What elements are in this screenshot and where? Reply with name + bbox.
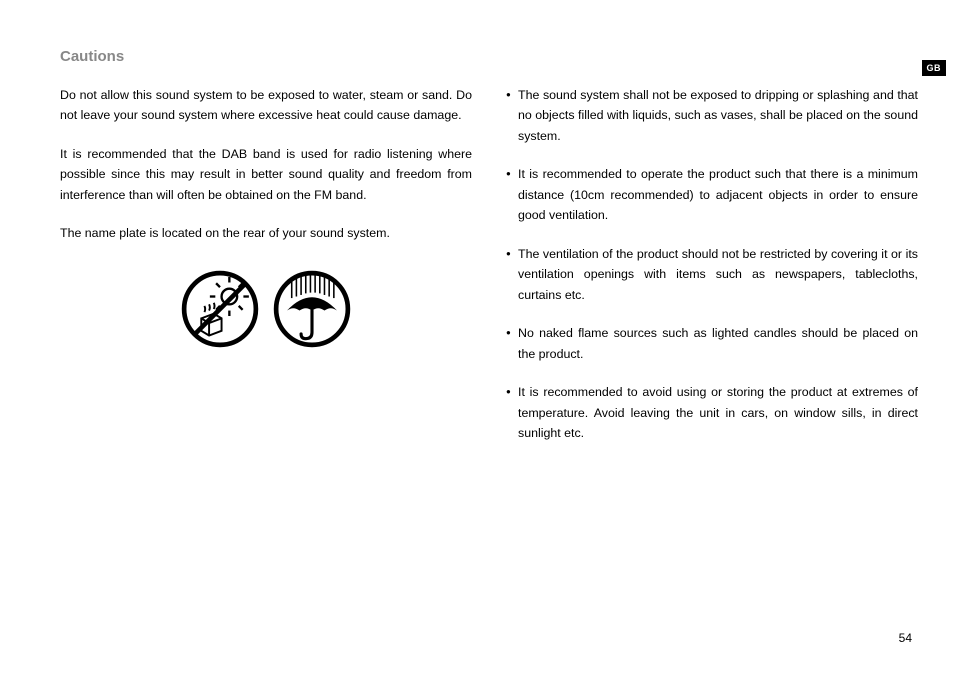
bullet-list: The sound system shall not be exposed to… xyxy=(506,85,918,444)
bullet-item: It is recommended to operate the product… xyxy=(506,164,918,225)
page-number: 54 xyxy=(899,631,912,645)
bullet-item: No naked flame sources such as lighted c… xyxy=(506,323,918,364)
paragraph: It is recommended that the DAB band is u… xyxy=(60,144,472,205)
caution-icons xyxy=(60,270,472,348)
language-tab-gb: GB xyxy=(922,60,947,76)
bullet-item: The sound system shall not be exposed to… xyxy=(506,85,918,146)
bullet-item: It is recommended to avoid using or stor… xyxy=(506,382,918,443)
page-heading: Cautions xyxy=(60,48,918,65)
paragraph: The name plate is located on the rear of… xyxy=(60,223,472,243)
bullet-item: The ventilation of the product should no… xyxy=(506,244,918,305)
paragraph: Do not allow this sound system to be exp… xyxy=(60,85,472,126)
left-column: Do not allow this sound system to be exp… xyxy=(60,85,472,462)
no-sun-box-icon xyxy=(181,270,259,348)
right-column: The sound system shall not be exposed to… xyxy=(506,85,918,462)
content-columns: Do not allow this sound system to be exp… xyxy=(60,85,918,462)
no-rain-umbrella-icon xyxy=(273,270,351,348)
